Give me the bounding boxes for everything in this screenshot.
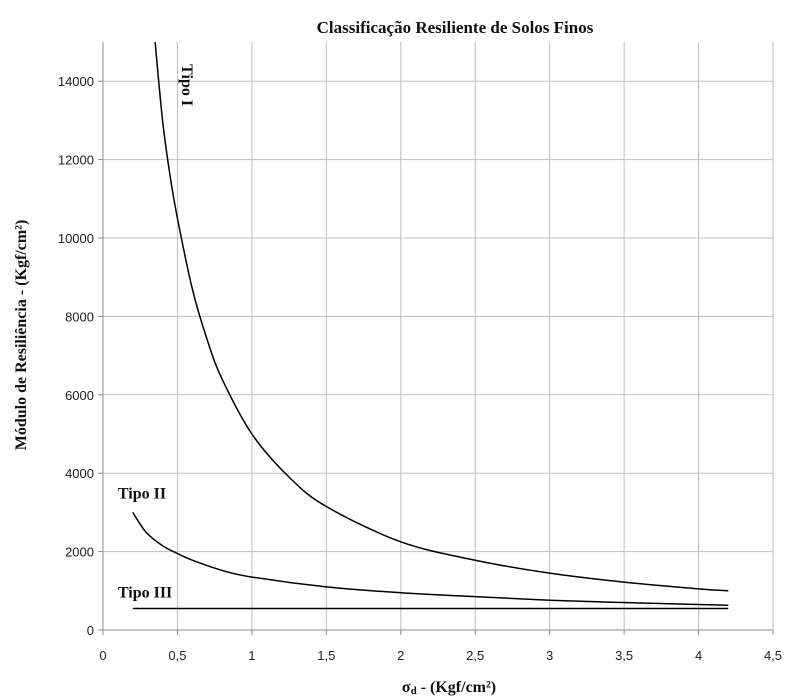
y-tick-label: 4000	[65, 466, 94, 481]
y-gridlines	[103, 80, 773, 553]
x-axis-title-subscript: d	[411, 685, 417, 697]
x-tick-label: 3,5	[615, 648, 633, 663]
y-axis-title: Módulo de Resiliência - (Kgf/cm²)	[13, 220, 30, 451]
axes	[98, 42, 774, 635]
x-gridlines	[176, 42, 774, 630]
x-tick-label: 3	[546, 648, 553, 663]
y-tick-label: 6000	[65, 388, 94, 403]
x-tick-label: 4,5	[764, 648, 782, 663]
series-label-tipo-iii: Tipo III	[118, 584, 172, 601]
series-label-tipo-i: Tipo I	[178, 64, 195, 106]
y-tick-label: 8000	[65, 309, 94, 324]
y-tick-label: 12000	[58, 153, 94, 168]
series-line-tipo-ii	[132, 511, 729, 607]
y-tick-labels: 0 2000 4000 6000 8000 10000 12000 14000	[58, 74, 94, 638]
x-axis-title-symbol: σ	[402, 679, 411, 696]
series-line-tipo-i	[154, 41, 729, 592]
x-tick-label: 2	[397, 648, 404, 663]
x-tick-label: 0	[99, 648, 106, 663]
x-tick-label: 0,5	[168, 648, 186, 663]
x-tick-labels: 0 0,5 1 1,5 2 2,5 3 3,5 4 4,5	[99, 648, 782, 663]
x-tick-label: 1	[248, 648, 255, 663]
chart-title: Classificação Resiliente de Solos Finos	[317, 18, 594, 37]
x-axis-title: σd - (Kgf/cm²)	[402, 679, 496, 697]
series-labels: Tipo I Tipo II Tipo III	[118, 64, 195, 601]
x-tick-label: 2,5	[466, 648, 484, 663]
y-tick-label: 0	[87, 623, 94, 638]
series-label-tipo-ii: Tipo II	[118, 486, 166, 503]
x-axis-title-unit: - (Kgf/cm²)	[417, 679, 496, 696]
y-tick-label: 14000	[58, 74, 94, 89]
x-tick-label: 1,5	[317, 648, 335, 663]
x-tick-label: 4	[695, 648, 702, 663]
y-tick-label: 10000	[58, 231, 94, 246]
series-curves	[132, 41, 729, 610]
y-tick-label: 2000	[65, 545, 94, 560]
